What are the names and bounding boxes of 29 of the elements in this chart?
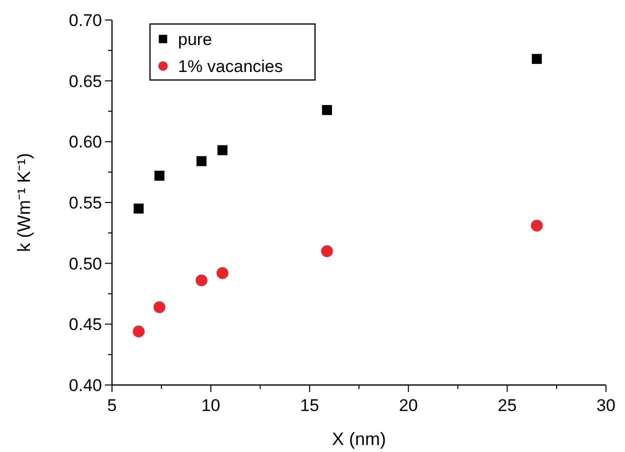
x-tick-label: 20 — [398, 396, 418, 415]
point — [134, 204, 144, 214]
y-tick-label: 0.50 — [68, 254, 102, 274]
point — [322, 105, 332, 116]
y-tick-label: 0.65 — [68, 72, 102, 91]
y-tick-label: 0.40 — [68, 376, 102, 395]
point — [196, 274, 208, 286]
point — [196, 156, 207, 166]
y-axis-title: k (Wm⁻¹ K⁻¹) — [14, 153, 34, 252]
x-tick-label: 15 — [300, 396, 320, 415]
legend-label: pure — [178, 30, 212, 49]
y-tick-label: 0.70 — [68, 10, 102, 30]
x-tick-label: 5 — [107, 396, 117, 415]
x-axis-title: X (nm) — [332, 429, 386, 449]
point — [154, 170, 164, 181]
y-tick-label: 0.45 — [68, 315, 102, 334]
point — [216, 267, 228, 279]
x-tick-label: 10 — [201, 396, 220, 415]
x-tick-label: 25 — [498, 396, 517, 415]
point — [532, 54, 542, 64]
point — [154, 301, 166, 314]
y-tick-label: 0.55 — [68, 193, 102, 212]
x-tick-label: 30 — [596, 396, 616, 415]
y-tick-label: 0.60 — [68, 132, 102, 152]
legend-label: 1% vacancies — [178, 56, 283, 76]
point — [530, 220, 543, 232]
point — [217, 145, 228, 156]
point — [132, 326, 145, 338]
point — [321, 245, 333, 258]
